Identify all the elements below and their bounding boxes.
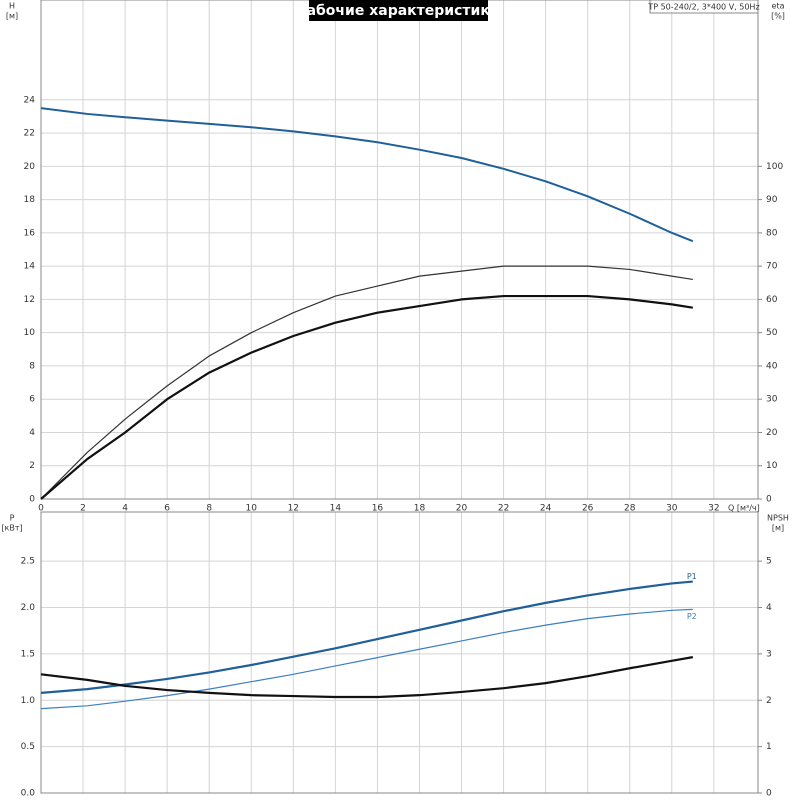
x-axis-label: Q [м³/ч] xyxy=(728,504,760,513)
y-axis-label: P xyxy=(10,514,15,523)
y2-axis-label: NPSH xyxy=(767,514,789,523)
series-line xyxy=(40,265,693,500)
y-tick-label: 0.5 xyxy=(21,742,35,752)
x-tick-label: 32 xyxy=(708,504,719,514)
x-tick-label: 24 xyxy=(540,504,552,514)
y-tick-label: 6 xyxy=(29,395,35,405)
y-tick-label: 14 xyxy=(24,262,36,272)
chart-note: TP 50-240/2, 3*400 V, 50Hz xyxy=(647,3,759,12)
series-line xyxy=(40,580,693,694)
y2-tick-label: 3 xyxy=(766,649,772,659)
title-box xyxy=(309,0,488,21)
y2-tick-label: 4 xyxy=(766,603,772,613)
y-axis-label: [кВт] xyxy=(1,524,22,533)
series-label: P1 xyxy=(687,572,697,581)
x-tick-label: 30 xyxy=(666,504,678,514)
y2-axis-label: [м] xyxy=(772,524,784,533)
x-tick-label: 0 xyxy=(38,504,44,514)
y-axis-label: H xyxy=(9,2,15,11)
y-tick-label: 8 xyxy=(29,361,35,371)
x-tick-label: 4 xyxy=(122,504,128,514)
note-box xyxy=(649,0,759,14)
x-tick-label: 12 xyxy=(288,504,299,514)
y2-tick-label: 0 xyxy=(766,789,772,799)
y2-tick-label: 30 xyxy=(766,395,778,405)
y-tick-label: 20 xyxy=(24,162,36,172)
y-tick-label: 1.5 xyxy=(21,649,35,659)
y-tick-label: 24 xyxy=(24,95,36,105)
y2-tick-label: 1 xyxy=(766,742,772,752)
y2-tick-label: 100 xyxy=(766,162,783,172)
y2-tick-label: 0 xyxy=(766,495,772,505)
y2-tick-label: 50 xyxy=(766,328,778,338)
x-tick-label: 18 xyxy=(414,504,426,514)
y2-tick-label: 5 xyxy=(766,557,772,567)
series-line xyxy=(40,107,694,243)
x-tick-label: 10 xyxy=(246,504,258,514)
series-label: P2 xyxy=(687,612,697,621)
y-tick-label: 0.0 xyxy=(21,789,36,799)
y-tick-label: 16 xyxy=(24,228,36,238)
y2-tick-label: 40 xyxy=(766,361,778,371)
y2-tick-label: 20 xyxy=(766,428,778,438)
x-tick-label: 2 xyxy=(80,504,86,514)
y-tick-label: 22 xyxy=(24,129,35,139)
y2-axis-label: [%] xyxy=(771,12,785,21)
y2-tick-label: 90 xyxy=(766,195,778,205)
x-tick-label: 16 xyxy=(372,504,384,514)
x-tick-label: 22 xyxy=(498,504,509,514)
x-tick-label: 28 xyxy=(624,504,636,514)
x-tick-label: 20 xyxy=(456,504,468,514)
x-tick-label: 26 xyxy=(582,504,594,514)
x-tick-label: 8 xyxy=(206,504,212,514)
series-line xyxy=(40,294,693,500)
chart-title: Рабочие характеристики xyxy=(296,3,499,19)
y2-tick-label: 2 xyxy=(766,696,772,706)
y-tick-label: 4 xyxy=(29,428,35,438)
y-tick-label: 2 xyxy=(29,461,35,471)
series-line xyxy=(40,608,693,710)
y2-tick-label: 80 xyxy=(766,228,778,238)
y-tick-label: 2.0 xyxy=(21,603,36,613)
y2-axis-label: eta xyxy=(772,2,785,11)
series-line xyxy=(40,656,694,699)
x-tick-label: 6 xyxy=(164,504,170,514)
y2-tick-label: 10 xyxy=(766,461,778,471)
plot-frame xyxy=(40,0,759,500)
y-tick-label: 18 xyxy=(24,195,36,205)
y-tick-label: 2.5 xyxy=(21,557,35,567)
y2-tick-label: 70 xyxy=(766,262,778,272)
y-tick-label: 1.0 xyxy=(21,696,36,706)
y2-tick-label: 60 xyxy=(766,295,778,305)
y-tick-label: 10 xyxy=(24,328,36,338)
y-tick-label: 12 xyxy=(24,295,35,305)
y-axis-label: [м] xyxy=(6,12,18,21)
plot-frame xyxy=(40,511,759,794)
x-tick-label: 14 xyxy=(330,504,342,514)
y-tick-label: 0 xyxy=(29,495,35,505)
